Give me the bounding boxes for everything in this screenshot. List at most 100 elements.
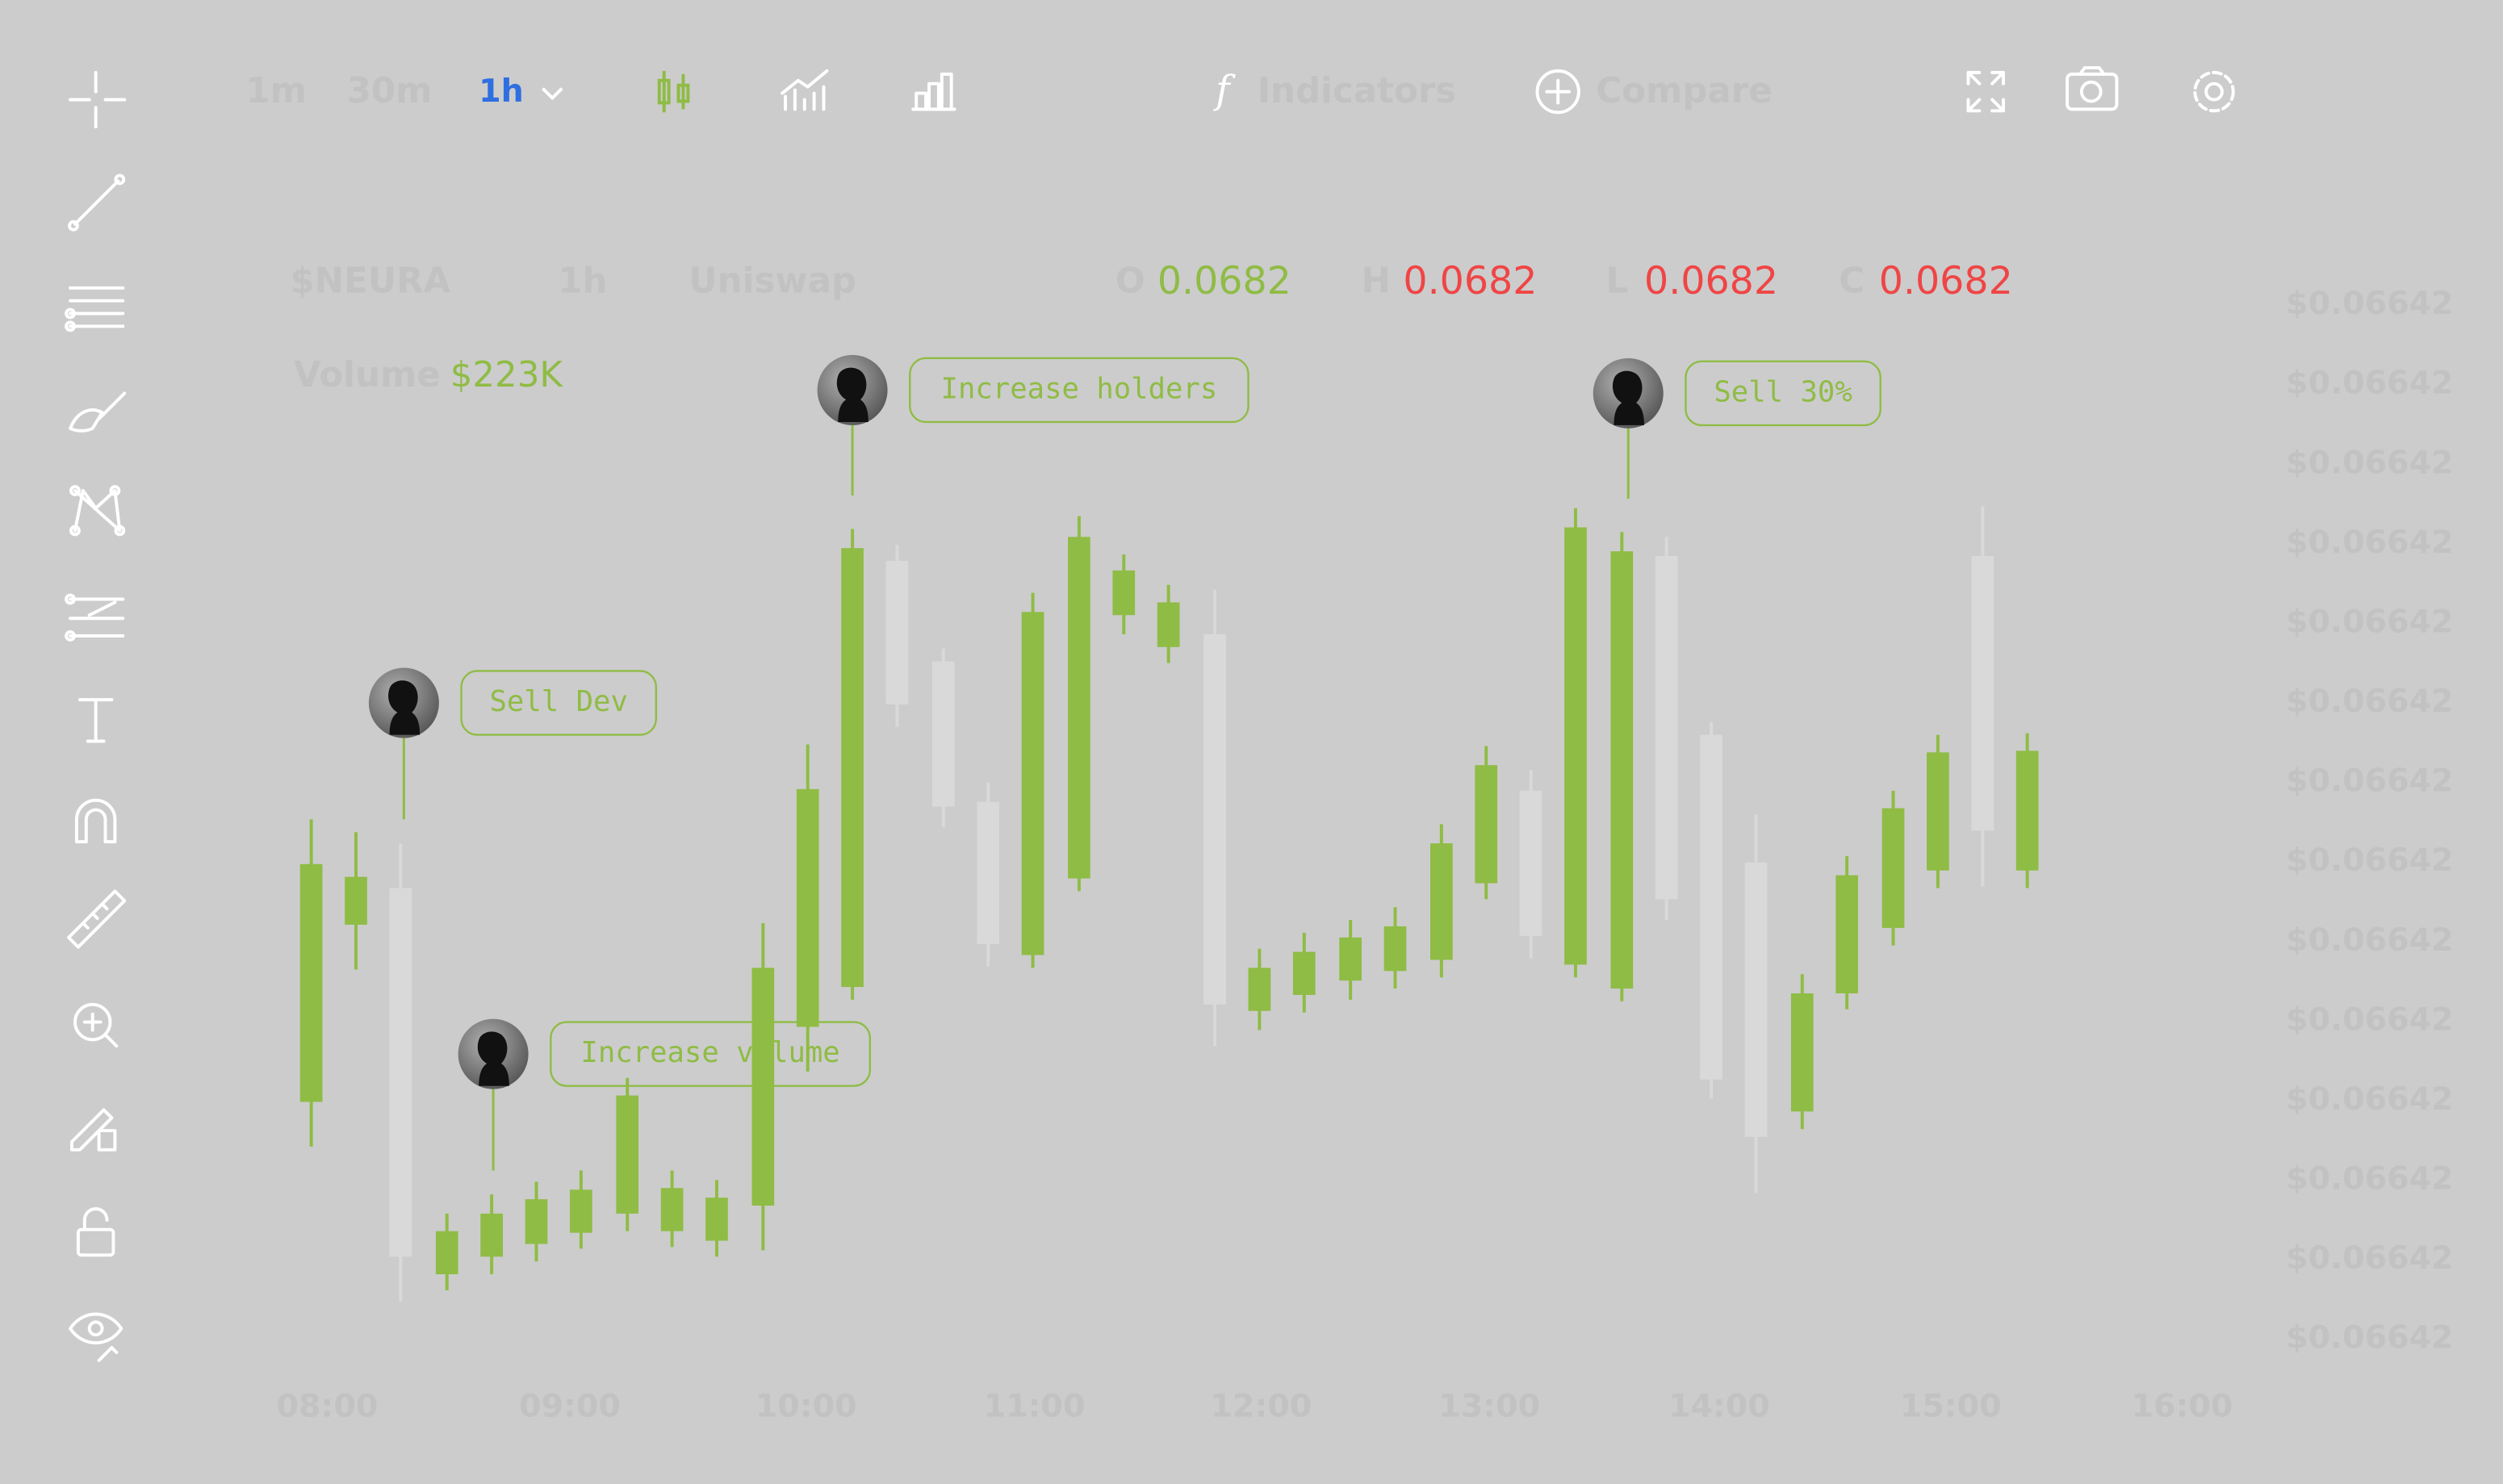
ohlc-label: L [1606,261,1629,301]
ohlc-value: 0.0682 [1403,259,1537,303]
y-axis-label: $0.06642 [2286,1001,2454,1038]
bar-chart-button[interactable] [911,72,956,111]
y-axis-label: $0.06642 [2286,763,2454,800]
avatar-head [477,1031,509,1086]
annotation-pill [550,1021,872,1087]
volume-label: Volume [294,355,441,395]
candle-body [931,661,955,807]
annotation-label: Increase holders [941,372,1218,405]
axes: $0.06642 $0.06642 $0.06642 $0.06642 $0.06642… [276,285,2453,1425]
candle-body [1519,790,1542,936]
annotation-pill [909,357,1249,424]
candle-body [525,1199,548,1244]
ohlc-value: 0.0682 [1644,259,1778,303]
candle-body [1475,765,1498,884]
symbol: $NEURA [290,261,450,301]
candle-body [1564,527,1587,965]
y-axis-label: $0.06642 [2286,1081,2454,1118]
line-chart-button[interactable] [781,69,829,111]
candle-body [1655,556,1678,900]
annotation-pill [1685,360,1881,427]
dropdown-arrow[interactable] [542,87,563,101]
horizontal-lines-tool[interactable] [65,286,125,332]
zoom-tool[interactable] [73,1002,119,1048]
candles [299,506,2039,1302]
y-axis-label: $0.06642 [2286,683,2454,720]
pattern-tool[interactable] [69,485,126,537]
timeframe-button[interactable]: 30m [347,71,433,111]
x-axis-label: 15:00 [1900,1388,2002,1425]
x-axis-label: 10:00 [756,1388,857,1425]
candle-body [1339,937,1362,981]
screenshot-button[interactable] [2066,65,2119,111]
candles-chart-button[interactable] [657,70,690,113]
candle-body [1068,537,1090,879]
y-axis-label: $0.06642 [2286,1160,2454,1198]
candle-body [1700,734,1722,1080]
x-axis-label: 09:00 [519,1388,621,1425]
annotations: Sell Dev Increase volume Increase holders S… [368,354,1881,1171]
y-axis-label: $0.06642 [2286,524,2454,561]
candle-body [2015,750,2039,871]
candle-body [1112,570,1136,616]
candle-body [435,1231,458,1275]
compare-button[interactable]: Compare [1596,71,1773,111]
ohlc-label: C [1839,261,1865,301]
annotation-label: Sell Dev [490,685,628,718]
candle-body [1790,993,1814,1112]
left-toolbar [65,70,127,1362]
candle-body [1157,602,1180,647]
fullscreen-button[interactable] [1966,70,2005,113]
annotation-label: Sell 30% [1714,375,1852,408]
unlock-tool[interactable] [76,1207,115,1257]
x-axis-label: 14:00 [1668,1388,1770,1425]
magnet-tool[interactable] [74,798,117,844]
y-axis-label: $0.06642 [2286,444,2454,481]
candle-body [841,548,864,988]
candle-body [1881,808,1905,928]
candle-body [1971,556,1994,831]
avatar-head [1612,370,1645,425]
candle-body [345,876,367,925]
indicators-button[interactable]: Indicators [1258,71,1456,111]
candle-body [1292,951,1316,995]
candle-body [977,801,1000,944]
x-axis-label: 13:00 [1438,1388,1540,1425]
annotation-pill [460,670,658,736]
timeframe-button-active[interactable]: 1h [479,73,524,110]
brush-tool[interactable] [69,391,127,433]
exchange: Uniswap [689,261,856,301]
ohlc-value: 0.0682 [1879,259,2013,303]
candle-body [389,888,412,1257]
avatar-head [388,680,421,735]
fib-tool[interactable] [65,593,125,642]
candle-body [660,1188,684,1231]
volume-value: $223K [450,355,564,395]
y-axis-label: $0.06642 [2286,1239,2454,1277]
line-tool[interactable] [68,173,126,232]
y-axis-label: $0.06642 [2286,365,2454,402]
text-tool[interactable] [77,698,114,743]
ohlc: O 0.0682 H 0.0682 L 0.0682 C 0.0682 [1115,259,2013,303]
candle-body [885,561,909,705]
compare-icon[interactable] [1535,69,1580,115]
candle-body [1430,843,1453,960]
candle-body [299,863,323,1102]
ruler-tool[interactable] [67,889,127,949]
visibility-tool[interactable] [69,1312,123,1362]
interval: 1h [558,261,607,301]
candle-body [1744,862,1768,1137]
candle-body [1021,612,1044,955]
candle-body [1248,968,1271,1011]
lock-drawings-tool[interactable] [70,1108,117,1152]
timeframe-button[interactable]: 1m [245,71,307,111]
crosshair-tool[interactable] [69,70,127,129]
x-axis-label: 08:00 [276,1388,378,1425]
x-axis-label: 16:00 [2132,1388,2233,1425]
y-axis-label: $0.06642 [2286,285,2454,322]
settings-button[interactable] [2193,70,2235,113]
